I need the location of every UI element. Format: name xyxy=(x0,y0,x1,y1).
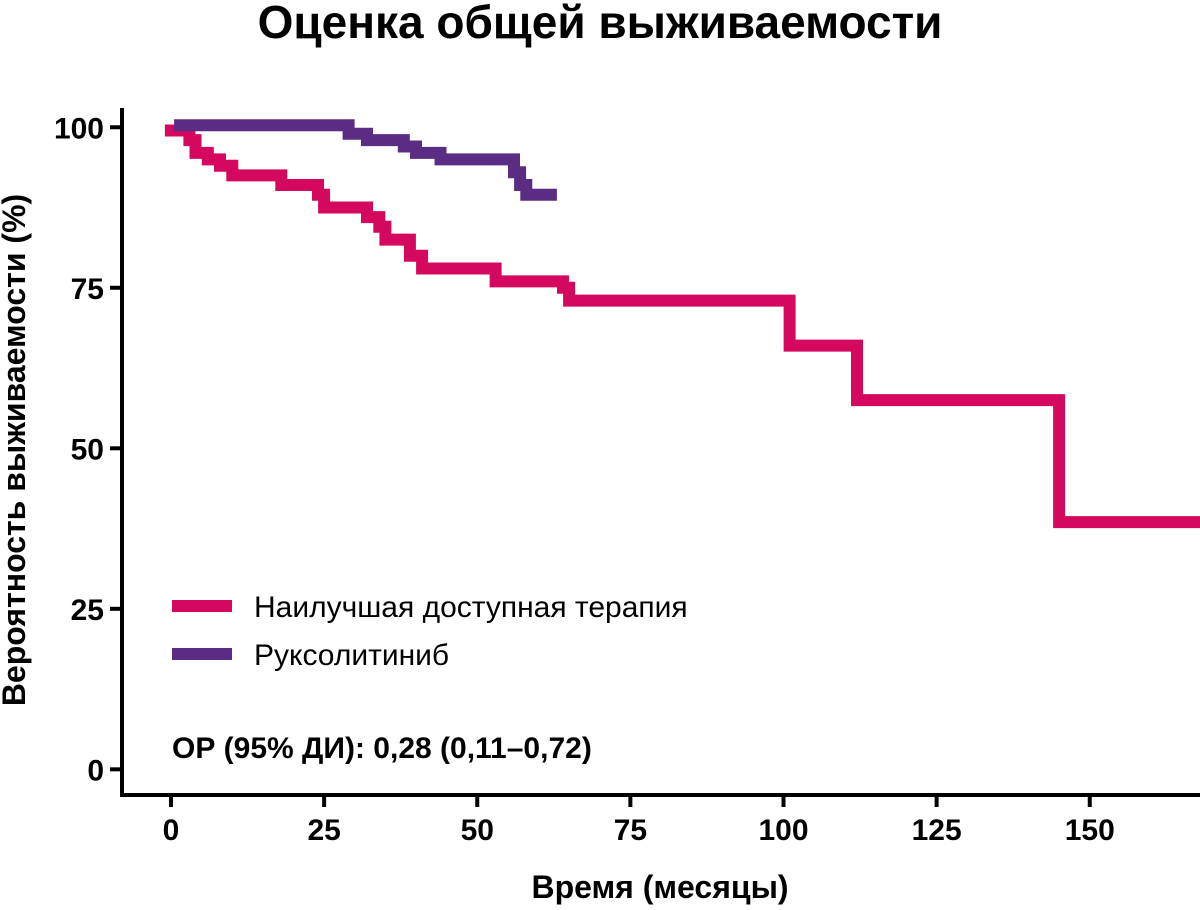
y-tick-label: 100 xyxy=(54,112,104,145)
y-tick-label: 50 xyxy=(71,433,104,466)
series-line-ruxolitinib xyxy=(174,119,557,201)
y-tick-label: 75 xyxy=(71,273,104,306)
x-tick-label: 125 xyxy=(912,814,962,847)
x-tick-label: 100 xyxy=(758,814,808,847)
axes xyxy=(120,108,1200,797)
y-tick-label: 0 xyxy=(87,754,104,787)
x-tick-label: 75 xyxy=(614,814,647,847)
x-axis-label: Время (месяцы) xyxy=(531,869,788,905)
legend-label-best-available-therapy: Наилучшая доступная терапия xyxy=(254,591,688,624)
y-tick-label: 25 xyxy=(71,594,104,627)
chart-title: Оценка общей выживаемости xyxy=(258,0,943,48)
x-tick-label: 0 xyxy=(163,814,180,847)
x-tick-label: 50 xyxy=(461,814,494,847)
x-tick-label: 150 xyxy=(1065,814,1115,847)
legend: Наилучшая доступная терапия Руксолитиниб xyxy=(172,591,688,672)
legend-label-ruxolitinib: Руксолитиниб xyxy=(254,639,449,672)
series-layer xyxy=(164,119,1200,529)
x-tick-label: 25 xyxy=(307,814,340,847)
y-axis-label: Вероятность выживаемости (%) xyxy=(0,194,32,706)
y-ticks: 0 25 50 75 100 xyxy=(54,112,122,787)
x-ticks: 0 25 50 75 100 125 150 xyxy=(163,795,1115,847)
hazard-ratio-annotation: ОР (95% ДИ): 0,28 (0,11–0,72) xyxy=(172,732,592,765)
series-line-best-available-therapy xyxy=(164,124,1200,529)
